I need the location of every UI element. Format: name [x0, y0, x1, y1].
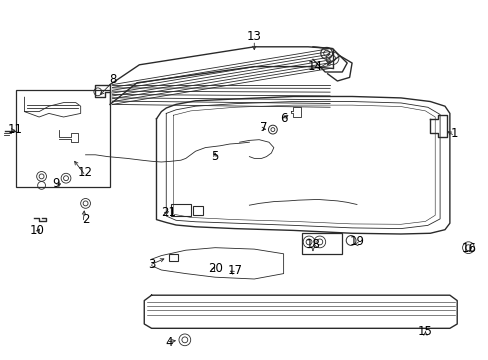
Bar [193, 206, 203, 215]
Text: 7: 7 [260, 121, 267, 134]
Text: 21: 21 [161, 206, 176, 219]
Text: 10: 10 [29, 224, 44, 237]
Bar [16, 90, 110, 187]
Text: 18: 18 [305, 238, 320, 251]
Text: 8: 8 [108, 73, 116, 86]
Text: 3: 3 [147, 258, 155, 271]
Text: 20: 20 [207, 262, 222, 275]
Bar [171, 204, 190, 216]
Bar [302, 233, 342, 254]
Text: 12: 12 [78, 166, 93, 179]
Text: 9: 9 [52, 177, 60, 190]
Text: 4: 4 [164, 336, 172, 348]
Text: 11: 11 [8, 123, 23, 136]
Bar [168, 254, 178, 261]
Text: 6: 6 [279, 112, 287, 125]
Text: 2: 2 [81, 213, 89, 226]
Text: 14: 14 [307, 60, 322, 73]
Text: 13: 13 [246, 30, 261, 42]
Text: 15: 15 [417, 325, 432, 338]
Text: 16: 16 [461, 242, 476, 255]
Text: 19: 19 [349, 235, 364, 248]
Text: 17: 17 [227, 264, 242, 276]
Text: 1: 1 [450, 127, 458, 140]
Text: 5: 5 [211, 150, 219, 163]
